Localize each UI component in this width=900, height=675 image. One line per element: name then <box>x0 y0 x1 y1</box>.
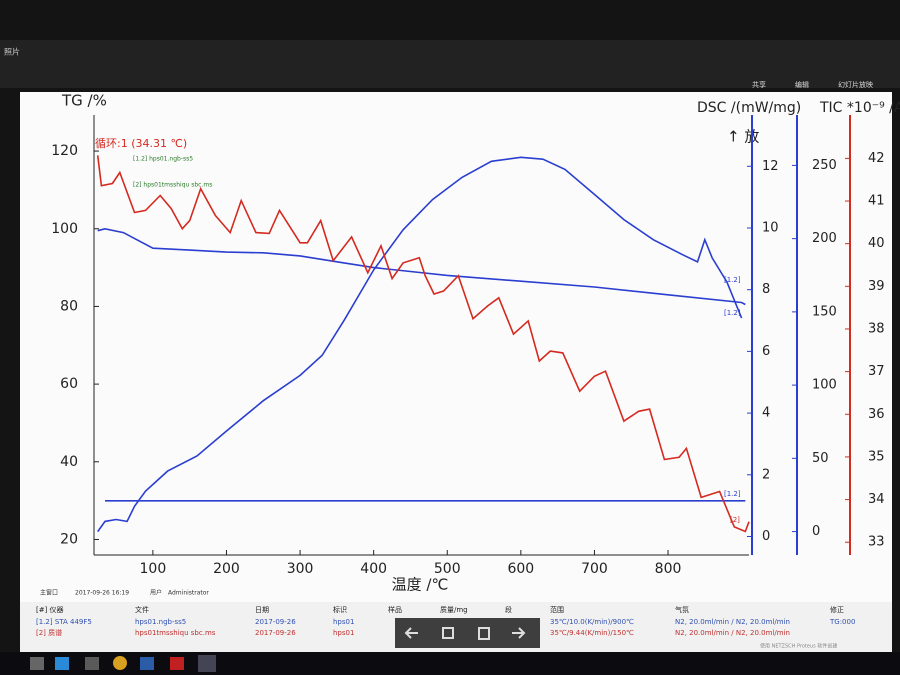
y-tick-label: 120 <box>51 143 78 159</box>
y-tick-label: 33 <box>868 535 885 550</box>
table-header: 文件 <box>135 605 149 614</box>
footer-credit: 使用 NETZSCH Proteus 软件创建 <box>760 643 837 650</box>
toolbar-button[interactable]: 共享 <box>752 80 766 89</box>
x-tick-label: 300 <box>287 561 314 577</box>
table-cell: N2, 20.0ml/min / N2, 20.0ml/min <box>675 629 790 637</box>
table-header: 日期 <box>255 606 269 614</box>
y-tick-label: 12 <box>762 159 779 174</box>
x-tick-label: 700 <box>581 561 608 577</box>
table-cell: N2, 20.0ml/min / N2, 20.0ml/min <box>675 618 790 626</box>
x-tick-label: 200 <box>213 561 240 577</box>
x-tick-label: 100 <box>140 561 167 577</box>
table-header: 段 <box>505 605 512 614</box>
chart-area <box>20 92 892 602</box>
annotation: 循环:1 (34.31 ℃) <box>95 137 187 150</box>
table-header: 标识 <box>333 605 347 614</box>
y-tick-label: 50 <box>812 451 829 466</box>
y-tick-label: 100 <box>812 378 837 393</box>
table-cell: hps01 <box>333 629 354 637</box>
exo-label: ↑ 放 <box>727 128 759 146</box>
footer-time: 2017-09-26 16:19 <box>75 590 129 597</box>
app-title: 照片 <box>4 47 20 57</box>
y-tick-label: 60 <box>60 376 78 392</box>
table-cell: hps01.ngb-ss5 <box>135 618 186 626</box>
dsc-axis-title: DSC /(mW/mg) <box>697 100 801 116</box>
tg-axis-title: TG /% <box>61 92 107 110</box>
table-header: 质量/mg <box>440 605 468 614</box>
table-header: 范围 <box>550 605 564 614</box>
taskbar-icons <box>30 655 216 672</box>
y-tick-label: 41 <box>868 194 885 209</box>
curve-label: [2] <box>730 516 740 524</box>
footer-user: Administrator <box>168 590 209 597</box>
y-tick-label: 150 <box>812 304 837 319</box>
table-cell: 35℃/9.44(K/min)/150℃ <box>550 629 634 637</box>
y-tick-label: 100 <box>51 221 78 237</box>
y-tick-label: 40 <box>60 454 78 470</box>
y-tick-label: 34 <box>868 492 885 507</box>
table-cell: [2] 质谱 <box>36 628 62 637</box>
x-tick-label: 400 <box>360 561 387 577</box>
y-tick-label: 42 <box>868 151 885 166</box>
table-header: 样品 <box>388 605 402 614</box>
x-tick-label: 600 <box>507 561 534 577</box>
y-tick-label: 39 <box>868 279 885 294</box>
y-tick-label: 2 <box>762 467 770 482</box>
tic-axis-title: TIC *10⁻⁹ /A <box>819 100 900 116</box>
toolbar-button[interactable]: 编辑 <box>795 80 809 89</box>
y-tick-label: 0 <box>762 529 770 544</box>
table-cell: hps01 <box>333 618 354 626</box>
y-tick-label: 250 <box>812 158 837 173</box>
table-header: 气氛 <box>675 605 689 614</box>
table-cell: 35℃/10.0(K/min)/900℃ <box>550 618 634 626</box>
table-header: 修正 <box>830 605 844 614</box>
toolbar-button[interactable]: 幻灯片放映 <box>838 80 873 89</box>
table-cell: 2017-09-26 <box>255 629 296 637</box>
table-cell: 2017-09-26 <box>255 618 296 626</box>
taskbar <box>0 652 900 675</box>
curve-label: [1.2] <box>724 309 741 317</box>
footer-user-label: 用户 <box>150 589 162 597</box>
title-bar <box>0 40 900 88</box>
table-header: [#] 仪器 <box>36 606 64 614</box>
x-axis-title: 温度 /℃ <box>392 576 449 594</box>
legend-entry: [1.2] hps01.ngb-ss5 <box>133 156 193 163</box>
table-cell: TG:000 <box>829 618 855 626</box>
x-tick-label: 500 <box>434 561 461 577</box>
x-tick-label: 800 <box>655 561 682 577</box>
y-tick-label: 80 <box>60 298 78 314</box>
y-tick-label: 6 <box>762 344 770 359</box>
footer-window: 主窗口 <box>40 589 58 597</box>
nav-icons <box>404 627 526 640</box>
y-tick-label: 4 <box>762 406 770 421</box>
y-tick-label: 10 <box>762 220 779 235</box>
y-tick-label: 40 <box>868 236 885 251</box>
curve-label: [1.2] <box>724 490 741 498</box>
curve-label: [1.2] <box>724 276 741 284</box>
legend-entry: [2] hps01tmsshiqu sbc.ms <box>133 182 212 189</box>
y-tick-label: 200 <box>812 231 837 246</box>
table-cell: hps01tmsshiqu sbc.ms <box>135 629 216 637</box>
y-tick-label: 35 <box>868 449 885 464</box>
series-line <box>97 227 746 306</box>
y-tick-label: 0 <box>812 524 820 539</box>
y-tick-label: 36 <box>868 407 885 422</box>
y-tick-label: 8 <box>762 282 770 297</box>
y-tick-label: 20 <box>60 531 78 547</box>
table-cell: [1.2] STA 449F5 <box>36 618 92 626</box>
series-line <box>96 155 750 533</box>
series-line <box>97 156 743 533</box>
y-tick-label: 38 <box>868 321 885 336</box>
y-tick-label: 37 <box>868 364 885 379</box>
